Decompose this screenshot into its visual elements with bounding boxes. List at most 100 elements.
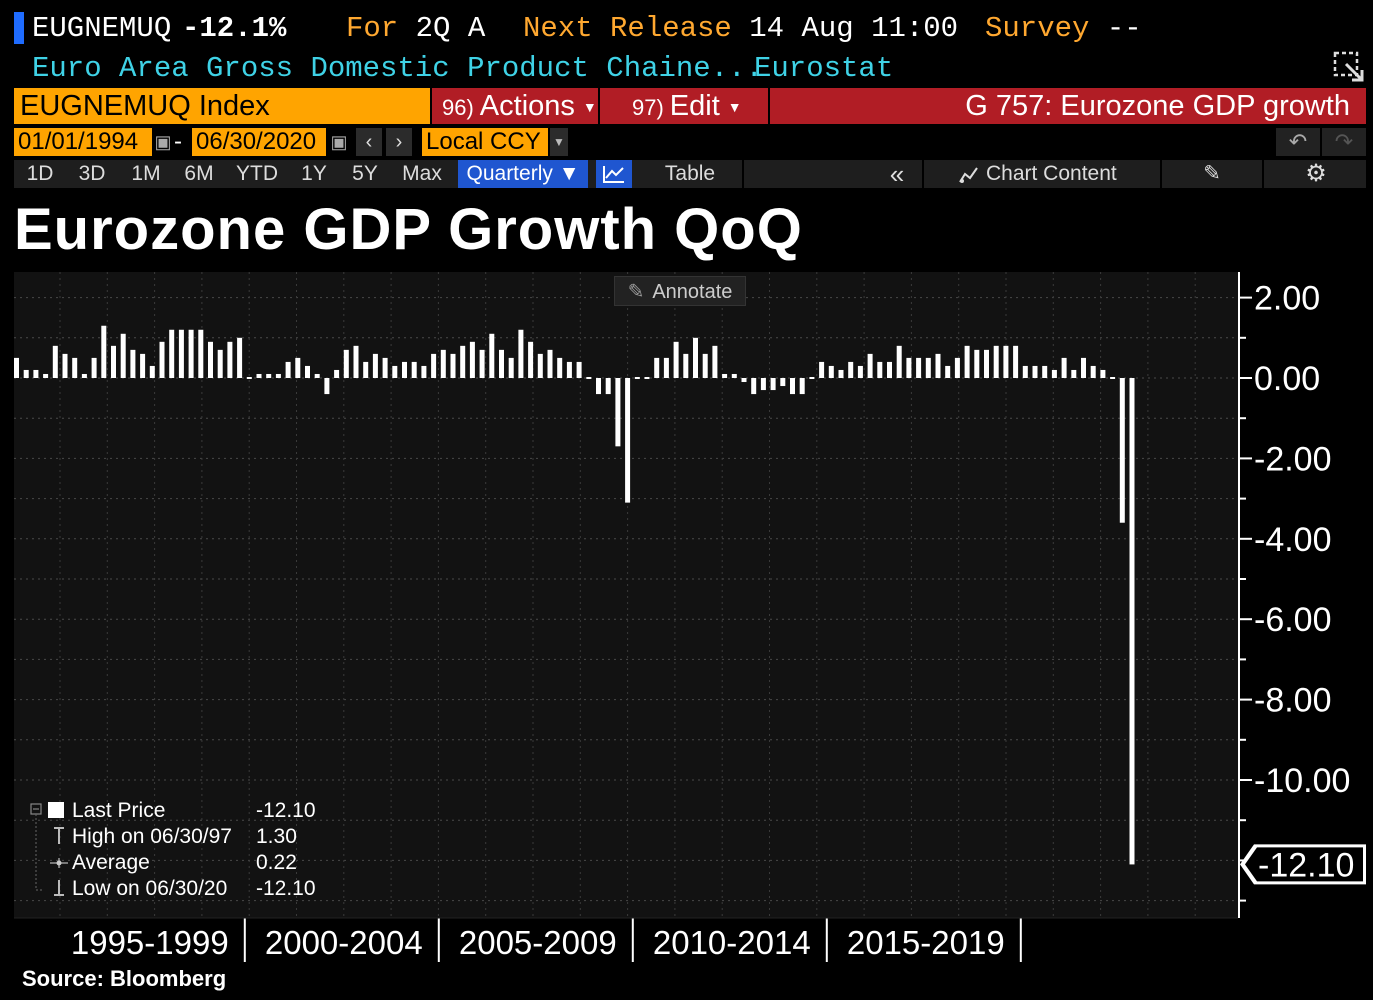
table-button[interactable]: Table [664, 162, 716, 185]
range-6m[interactable]: 6M [184, 162, 214, 185]
line-chart-icon[interactable] [596, 160, 632, 188]
actions-menu[interactable]: 96) Actions ▼ [432, 88, 598, 124]
y-tick-label: -10.00 [1254, 762, 1350, 800]
bar [925, 357, 931, 378]
range-1m[interactable]: 1M [131, 162, 161, 185]
range-ytd[interactable]: YTD [236, 162, 278, 185]
actions-number: 96) [442, 95, 474, 120]
bar [722, 373, 728, 378]
bar [780, 378, 786, 387]
security-description[interactable]: Euro Area Gross Domestic Product Chaine.… [32, 52, 763, 85]
frequency-select[interactable]: Quarterly ▼ [458, 160, 588, 188]
bar [508, 357, 514, 378]
chevron-left-icon[interactable]: ‹ [356, 128, 382, 156]
bar [208, 341, 213, 378]
undo-icon[interactable]: ↶ [1276, 128, 1320, 156]
bar [741, 378, 747, 383]
bar [605, 378, 611, 395]
calendar-icon[interactable]: ▣ [154, 132, 172, 152]
y-tick-label: -4.00 [1254, 521, 1332, 559]
next-release-value: 14 Aug 11:00 [749, 12, 959, 45]
range-3d[interactable]: 3D [78, 162, 106, 185]
bar [857, 365, 863, 378]
chart-content-button[interactable]: Chart Content [986, 162, 1117, 185]
legend-last-value: -12.10 [256, 799, 316, 822]
graph-title: G 757: Eurozone GDP growth [770, 88, 1366, 124]
bar [615, 378, 621, 447]
bar [848, 361, 854, 378]
date-separator: - [174, 128, 182, 155]
bar [964, 345, 970, 378]
bar [1129, 378, 1135, 865]
bar [935, 353, 941, 378]
bar [372, 353, 378, 378]
bar [596, 378, 601, 395]
bar [576, 361, 582, 378]
for-period: For 2Q A [346, 12, 485, 45]
bar [188, 329, 194, 378]
calendar-icon[interactable]: ▣ [330, 132, 348, 152]
redo-icon[interactable]: ↷ [1322, 128, 1366, 156]
bar [72, 357, 78, 378]
range-max[interactable]: Max [402, 162, 442, 185]
range-5y[interactable]: 5Y [352, 162, 378, 185]
bar [887, 361, 892, 378]
bar [469, 341, 475, 378]
y-tick-label: -8.00 [1254, 682, 1332, 720]
legend-average-value: 0.22 [256, 851, 297, 874]
legend-tree [30, 802, 68, 896]
currency-select[interactable]: Local CCY [422, 128, 548, 156]
bar [14, 357, 19, 378]
bar [324, 378, 330, 395]
bar [159, 341, 165, 378]
range-1d[interactable]: 1D [26, 162, 54, 185]
y-tick-label: -2.00 [1254, 440, 1332, 478]
bar [421, 365, 427, 378]
bar [1042, 365, 1048, 378]
period-separators [243, 918, 1022, 962]
bar [867, 353, 873, 378]
edit-label: Edit [669, 90, 720, 122]
ticker-marker [14, 12, 24, 44]
plot-area [14, 272, 1240, 918]
bar [479, 349, 485, 378]
gear-icon[interactable]: ⚙ [1305, 160, 1327, 187]
bar [547, 349, 553, 378]
bar [140, 353, 146, 378]
y-tick-label: 0.00 [1254, 360, 1320, 398]
data-source[interactable]: Eurostat [754, 52, 894, 85]
edit-pencil-icon[interactable]: ✎ [1203, 162, 1221, 185]
bar [1110, 377, 1116, 379]
bar [586, 377, 592, 379]
annotate-label: Annotate [652, 281, 733, 303]
legend-average-label: Average [72, 851, 150, 874]
popout-icon[interactable] [1332, 50, 1366, 84]
security-input[interactable]: EUGNEMUQ Index [14, 88, 430, 124]
annotate-button[interactable]: ✎ Annotate [614, 276, 746, 306]
bar [809, 377, 815, 379]
bar [1071, 369, 1077, 378]
edit-number: 97) [632, 95, 664, 120]
toolbar-divider [1160, 160, 1162, 188]
ticker-symbol[interactable]: EUGNEMUQ [32, 12, 172, 45]
bar [1061, 357, 1067, 378]
end-date-input[interactable]: 06/30/2020 [192, 128, 326, 156]
range-1y[interactable]: 1Y [301, 162, 327, 185]
bar [334, 369, 340, 378]
edit-menu[interactable]: 97) Edit ▼ [600, 88, 768, 124]
bar [790, 378, 795, 395]
x-tick-label: 2000-2004 [265, 924, 423, 961]
chevron-right-icon[interactable]: › [386, 128, 412, 156]
caret-down-icon[interactable]: ▼ [550, 128, 568, 156]
bar [799, 378, 805, 395]
bar [644, 377, 650, 379]
survey: Survey -- [985, 12, 1142, 45]
collapse-icon[interactable]: « [889, 159, 905, 189]
start-date-input[interactable]: 01/01/1994 [14, 128, 152, 156]
x-tick-label: 1995-1999 [71, 924, 229, 961]
bar [916, 357, 922, 378]
bar [382, 357, 388, 378]
chart-toolbar [14, 160, 1366, 188]
bar [343, 349, 349, 378]
actions-label: Actions [479, 90, 575, 122]
